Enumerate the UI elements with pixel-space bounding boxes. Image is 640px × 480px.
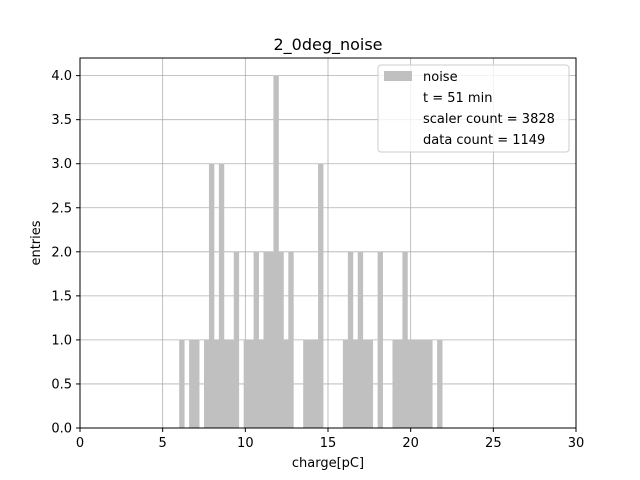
y-tick-label: 1.5 [51, 289, 72, 304]
histogram-bar [223, 339, 230, 428]
x-tick-label: 25 [485, 436, 502, 451]
y-axis-ticks: 0.0 0.5 1.0 1.5 2.0 2.5 3.0 3.5 4.0 [51, 69, 80, 437]
histogram-bar [377, 251, 383, 428]
histogram-bar [352, 339, 359, 428]
histogram-bar [278, 251, 284, 428]
histogram-bar [179, 339, 185, 428]
histogram-bar [283, 339, 289, 428]
legend-line-data-count: data count = 1149 [423, 133, 545, 148]
y-tick-label: 4.0 [51, 69, 72, 84]
legend: noise t = 51 min scaler count = 3828 dat… [377, 64, 570, 153]
histogram-bar [422, 339, 428, 428]
x-tick-label: 10 [237, 436, 254, 451]
histogram-bar [407, 339, 413, 428]
x-tick-label: 30 [568, 436, 585, 451]
histogram-bar [273, 75, 279, 428]
legend-label-noise: noise [423, 70, 458, 85]
histogram-bar [412, 339, 418, 428]
legend-line-scaler-count: scaler count = 3828 [423, 112, 555, 127]
histogram-bar [248, 339, 254, 428]
histogram-bar [218, 163, 225, 428]
histogram-bar [342, 339, 349, 428]
histogram-bar [228, 339, 235, 428]
histogram-bar [392, 339, 398, 428]
histogram-bar [268, 251, 274, 428]
y-tick-label: 3.0 [51, 157, 72, 172]
histogram-bar [357, 251, 364, 428]
histogram-bar [347, 251, 354, 428]
histogram-bar [288, 251, 294, 428]
y-tick-label: 1.0 [51, 333, 72, 348]
histogram-bar [397, 339, 403, 428]
histogram-bar [194, 339, 200, 428]
y-tick-label: 2.0 [51, 245, 72, 260]
histogram-bar [367, 339, 374, 428]
histogram-bar [313, 339, 319, 428]
histogram-bar [303, 339, 309, 428]
x-axis-label: charge[pC] [292, 456, 364, 471]
x-tick-label: 0 [76, 436, 84, 451]
legend-swatch-noise [384, 71, 412, 81]
histogram-bars [179, 75, 443, 428]
histogram-bar [427, 339, 433, 428]
chart-title: 2_0deg_noise [273, 35, 382, 55]
histogram-bar [308, 339, 314, 428]
histogram-bar [362, 339, 369, 428]
histogram-bar [189, 339, 195, 428]
x-tick-label: 5 [159, 436, 167, 451]
x-tick-label: 20 [402, 436, 419, 451]
histogram-bar [437, 339, 443, 428]
legend-box [377, 64, 570, 153]
histogram-bar [208, 163, 215, 428]
legend-line-time: t = 51 min [423, 91, 492, 106]
y-tick-label: 0.0 [51, 422, 72, 437]
y-axis-label: entries [29, 220, 44, 265]
histogram-bar [258, 339, 264, 428]
x-tick-label: 15 [320, 436, 337, 451]
histogram-bar [402, 251, 408, 428]
y-tick-label: 0.5 [51, 377, 72, 392]
x-axis-ticks: 0 5 10 15 20 25 30 [76, 428, 584, 451]
histogram-bar [204, 339, 210, 428]
histogram-bar [233, 251, 240, 428]
histogram-bar [417, 339, 423, 428]
histogram-bar [263, 251, 269, 428]
y-tick-label: 3.5 [51, 113, 72, 128]
histogram-bar [243, 339, 250, 428]
y-tick-label: 2.5 [51, 201, 72, 216]
histogram-bar [318, 163, 324, 428]
histogram-bar [213, 339, 220, 428]
histogram-bar [253, 251, 259, 428]
